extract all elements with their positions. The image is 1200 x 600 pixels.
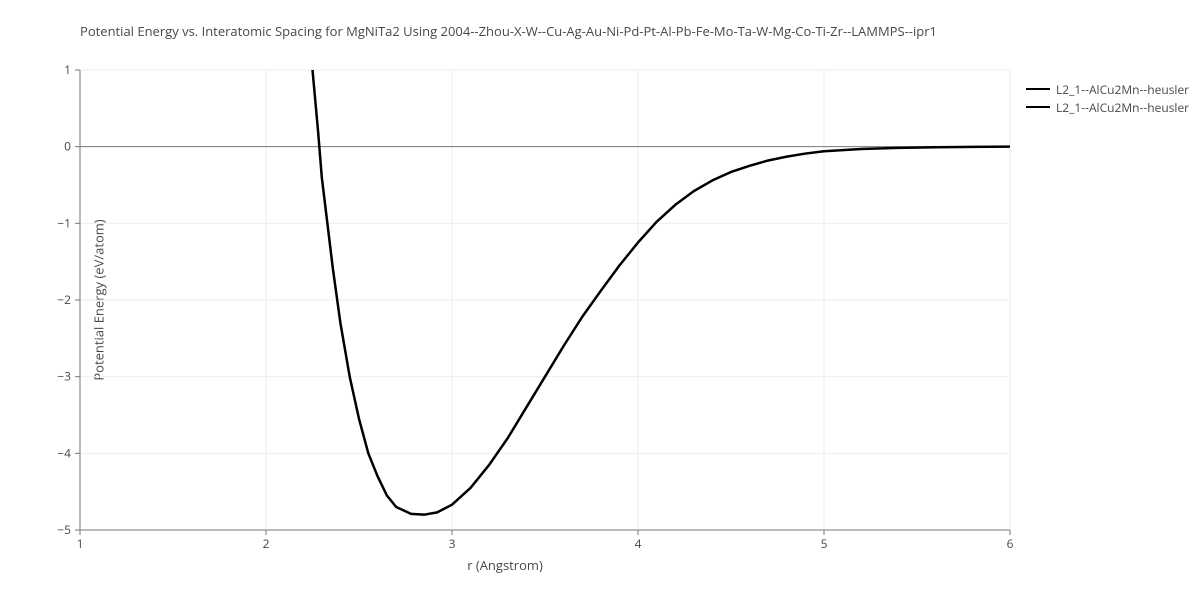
- chart-container: Potential Energy vs. Interatomic Spacing…: [0, 0, 1200, 600]
- y-tick-label: −5: [57, 521, 71, 538]
- y-tick-label: −3: [57, 368, 71, 385]
- x-tick-label: 2: [263, 535, 270, 552]
- y-tick-label: 0: [64, 138, 71, 155]
- y-tick-label: −2: [57, 291, 71, 308]
- y-tick-label: 1: [64, 61, 71, 78]
- legend-swatch: [1026, 106, 1050, 108]
- x-tick-label: 1: [77, 535, 84, 552]
- legend-item[interactable]: L2_1--AlCu2Mn--heusler: [1026, 80, 1189, 98]
- y-tick-label: −4: [57, 444, 71, 461]
- legend: L2_1--AlCu2Mn--heuslerL2_1--AlCu2Mn--heu…: [1026, 80, 1189, 116]
- y-tick-label: −1: [57, 214, 71, 231]
- plot-svg: 1 2 3 4 5 6 −5 −4 −3 −2 −1 0 1: [0, 0, 1200, 600]
- legend-label: L2_1--AlCu2Mn--heusler: [1056, 81, 1189, 98]
- series-line: [313, 70, 1011, 515]
- legend-swatch: [1026, 88, 1050, 90]
- x-tick-label: 5: [821, 535, 828, 552]
- x-tick-label: 4: [635, 535, 642, 552]
- x-tick-label: 3: [449, 535, 456, 552]
- legend-label: L2_1--AlCu2Mn--heusler: [1056, 99, 1189, 116]
- x-tick-label: 6: [1007, 535, 1014, 552]
- legend-item[interactable]: L2_1--AlCu2Mn--heusler: [1026, 98, 1189, 116]
